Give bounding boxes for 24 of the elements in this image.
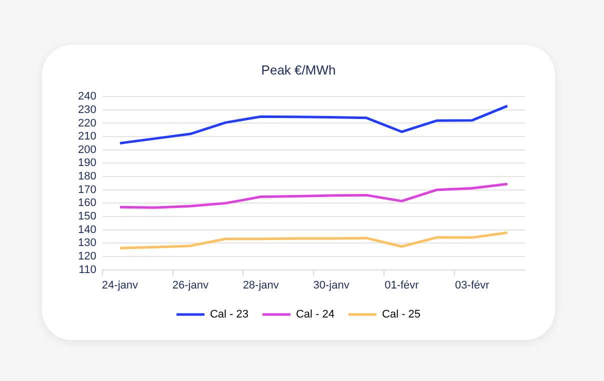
y-tick-label: 130 [78,237,96,250]
y-tick-label: 170 [78,184,96,196]
y-tick-label: 140 [78,224,96,236]
y-tick-label: 230 [78,104,96,116]
x-tick-label: 01-févr [384,279,420,292]
x-tick-label: 30-janv [313,279,350,292]
y-tick-label: 190 [78,157,96,170]
legend-label: Cal - 24 [296,308,335,321]
y-tick-label: 120 [78,250,96,263]
y-tick-label: 200 [78,144,96,156]
legend-label: Cal - 25 [382,308,421,321]
y-tick-label: 180 [78,170,96,183]
y-tick-label: 160 [78,197,96,210]
y-tick-label: 150 [78,210,96,223]
x-tick-label: 24-janv [102,279,138,292]
chart-title: Peak €/MWh [261,62,336,78]
y-tick-label: 210 [78,130,96,143]
legend-label: Cal - 23 [210,308,249,321]
x-tick-label: 26-janv [172,279,209,292]
x-tick-label: 03-févr [455,279,490,292]
x-tick-label: 28-janv [242,279,280,292]
y-tick-label: 110 [78,264,96,276]
y-tick-label: 220 [78,117,96,130]
y-tick-label: 240 [78,90,96,103]
